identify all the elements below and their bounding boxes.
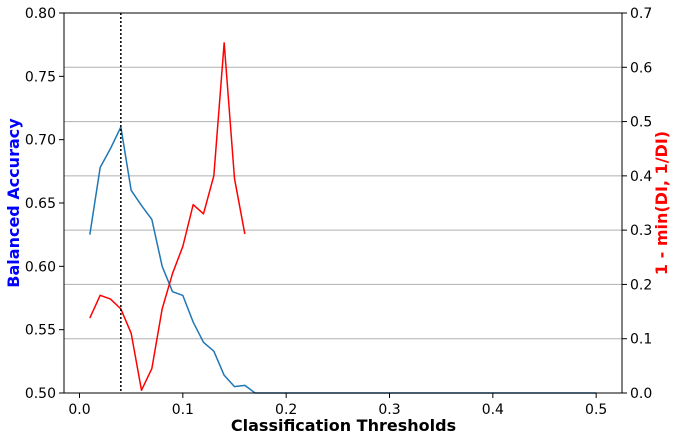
x-tick-label: 0.2 [275, 402, 297, 418]
left-y-tick-label: 0.50 [25, 386, 56, 402]
series-layer [89, 42, 597, 394]
right-y-tick-label: 0.2 [630, 277, 652, 293]
x-tick-label: 0.3 [378, 402, 400, 418]
right-y-tick-label: 0.6 [630, 60, 652, 76]
right-y-tick-label: 0.0 [630, 386, 652, 402]
left-y-tick-label: 0.75 [25, 69, 56, 85]
right-y-axis-title: 1 - min(DI, 1/DI) [652, 131, 671, 275]
left-y-axis-ticks: 0.50 0.55 0.60 0.65 0.70 0.75 0.80 [25, 6, 64, 402]
grid-lines [64, 66, 622, 340]
left-y-axis-title: Balanced Accuracy [4, 118, 23, 288]
x-tick-label: 0.4 [482, 402, 504, 418]
right-y-tick-label: 0.3 [630, 223, 652, 239]
x-axis-title: Classification Thresholds [231, 416, 456, 435]
disparity-line [89, 42, 246, 392]
balanced-accuracy-line [89, 126, 597, 394]
plot-frame [63, 12, 623, 394]
left-y-tick-label: 0.70 [25, 133, 56, 149]
right-y-tick-label: 0.4 [630, 169, 652, 185]
x-tick-label: 0.1 [172, 402, 194, 418]
left-y-tick-label: 0.55 [25, 323, 56, 339]
right-y-tick-label: 0.7 [630, 6, 652, 22]
right-y-axis-ticks: 0.0 0.1 0.2 0.3 0.4 0.5 0.6 0.7 [622, 6, 652, 402]
right-y-tick-label: 0.1 [630, 332, 652, 348]
left-y-tick-label: 0.60 [25, 259, 56, 275]
x-tick-label: 0.0 [68, 402, 90, 418]
left-y-tick-label: 0.80 [25, 6, 56, 22]
x-axis-ticks: 0.0 0.1 0.2 0.3 0.4 0.5 [68, 393, 607, 418]
x-tick-label: 0.5 [585, 402, 607, 418]
left-y-tick-label: 0.65 [25, 196, 56, 212]
right-y-tick-label: 0.5 [630, 115, 652, 131]
